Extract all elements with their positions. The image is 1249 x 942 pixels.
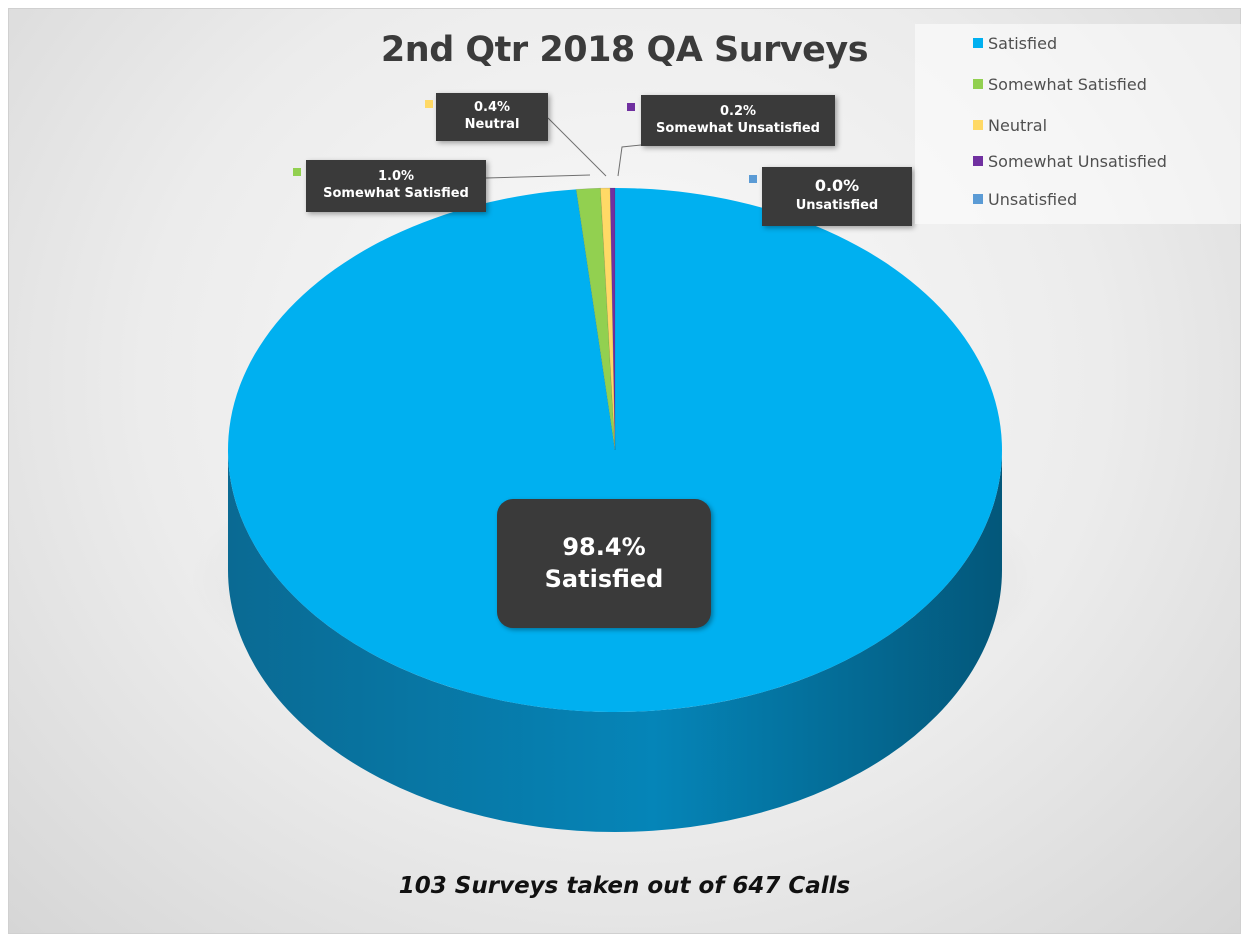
data-label-neutral-name: Neutral xyxy=(436,117,548,132)
data-label-unsatisfied: 0.0% Unsatisfied xyxy=(762,167,912,226)
label-marker-unsatisfied xyxy=(749,175,757,183)
legend-label-somewhat-satisfied: Somewhat Satisfied xyxy=(988,75,1147,94)
data-label-somewhat-unsatisfied-name: Somewhat Unsatisfied xyxy=(641,121,835,136)
legend-item-neutral: Neutral xyxy=(973,116,1047,135)
legend-swatch-somewhat-satisfied xyxy=(973,79,983,89)
legend-swatch-unsatisfied xyxy=(973,194,983,204)
data-label-satisfied-pct: 98.4% xyxy=(497,533,711,561)
legend-item-satisfied: Satisfied xyxy=(973,34,1057,53)
legend-item-somewhat-satisfied: Somewhat Satisfied xyxy=(973,75,1147,94)
legend: Satisfied Somewhat Satisfied Neutral Som… xyxy=(915,24,1245,224)
legend-item-somewhat-unsatisfied: Somewhat Unsatisfied xyxy=(973,152,1167,171)
label-marker-neutral xyxy=(425,100,433,108)
data-label-somewhat-satisfied-pct: 1.0% xyxy=(306,169,486,184)
data-label-somewhat-unsatisfied: 0.2% Somewhat Unsatisfied xyxy=(641,95,835,146)
legend-swatch-somewhat-unsatisfied xyxy=(973,156,983,166)
data-label-unsatisfied-name: Unsatisfied xyxy=(762,198,912,213)
legend-label-satisfied: Satisfied xyxy=(988,34,1057,53)
leader-line-somewhat-unsatisfied xyxy=(618,145,641,176)
legend-swatch-neutral xyxy=(973,120,983,130)
data-label-unsatisfied-pct: 0.0% xyxy=(762,176,912,195)
leader-line-somewhat-satisfied xyxy=(486,175,590,178)
legend-label-unsatisfied: Unsatisfied xyxy=(988,190,1077,209)
legend-label-somewhat-unsatisfied: Somewhat Unsatisfied xyxy=(988,152,1167,171)
data-label-satisfied: 98.4% Satisfied xyxy=(497,499,711,628)
label-marker-somewhat-unsatisfied xyxy=(627,103,635,111)
legend-item-unsatisfied: Unsatisfied xyxy=(973,190,1077,209)
chart-subtitle: 103 Surveys taken out of 647 Calls xyxy=(0,873,1249,899)
data-label-somewhat-satisfied: 1.0% Somewhat Satisfied xyxy=(306,160,486,212)
legend-swatch-satisfied xyxy=(973,38,983,48)
data-label-neutral: 0.4% Neutral xyxy=(436,93,548,141)
label-marker-somewhat-satisfied xyxy=(293,168,301,176)
data-label-somewhat-satisfied-name: Somewhat Satisfied xyxy=(306,186,486,201)
data-label-satisfied-name: Satisfied xyxy=(497,565,711,593)
leader-line-neutral xyxy=(548,118,606,176)
label-marker-satisfied xyxy=(483,517,491,525)
data-label-somewhat-unsatisfied-pct: 0.2% xyxy=(641,104,835,119)
data-label-neutral-pct: 0.4% xyxy=(436,100,548,115)
legend-label-neutral: Neutral xyxy=(988,116,1047,135)
